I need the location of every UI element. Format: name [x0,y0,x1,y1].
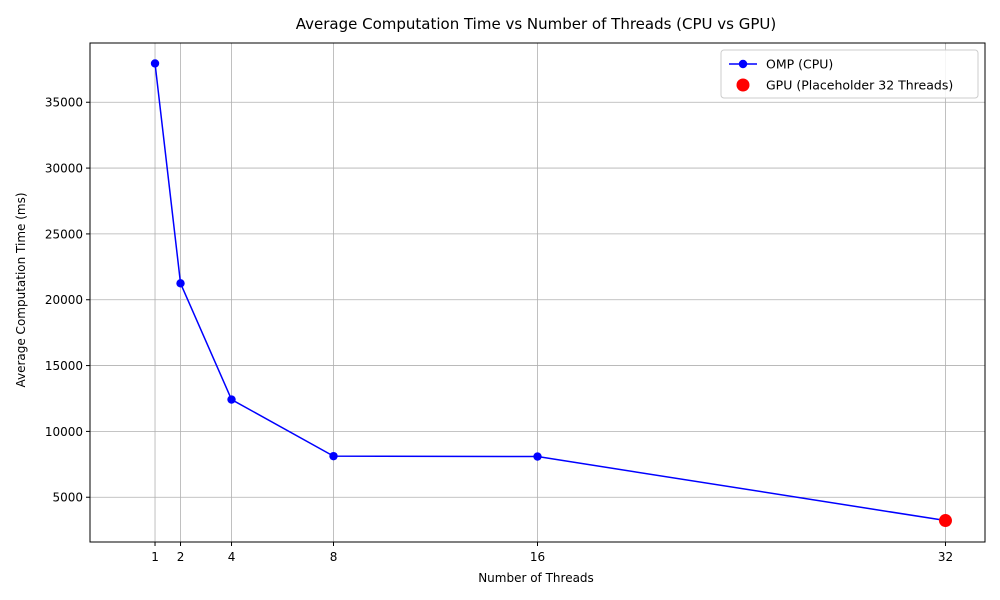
legend-label: OMP (CPU) [766,57,833,72]
grid [90,43,985,542]
y-tick-label: 15000 [45,359,83,373]
x-tick-label: 4 [228,550,236,564]
x-tick-label: 16 [530,550,545,564]
legend-marker-swatch [736,78,750,92]
chart-title: Average Computation Time vs Number of Th… [296,15,777,33]
x-axis-label: Number of Threads [478,571,594,585]
data-point [329,451,338,461]
legend-item: GPU (Placeholder 32 Threads) [736,78,953,93]
legend-item: OMP (CPU) [729,57,833,72]
x-tick-label: 32 [938,550,953,564]
legend-marker-swatch [738,59,748,69]
x-tick-label: 1 [151,550,159,564]
x-tick-label: 8 [330,550,338,564]
gpu-data-point [938,514,952,528]
series-1 [938,514,952,528]
axes: 1 2 4 8 16 32 5000 10000 15000 20000 25000 30000 350… [45,42,986,564]
y-tick-label: 10000 [45,425,83,439]
series-layer [150,59,952,528]
x-tick-label: 2 [177,550,185,564]
y-axis-label: Average Computation Time (ms) [14,192,28,387]
y-tick-label: 30000 [45,162,83,176]
data-point [150,59,160,68]
y-tick-label: 25000 [45,227,83,241]
series-line [154,63,946,522]
y-tick-label: 20000 [45,293,83,307]
data-point [533,452,542,461]
y-tick-label: 5000 [52,491,83,505]
y-tick-label: 35000 [45,96,83,110]
legend-box [720,49,979,99]
legend: OMP (CPU) GPU (Placeholder 32 Threads) [720,49,979,99]
data-point [176,279,185,288]
legend-label: GPU (Placeholder 32 Threads) [766,78,953,93]
data-point [227,395,236,404]
